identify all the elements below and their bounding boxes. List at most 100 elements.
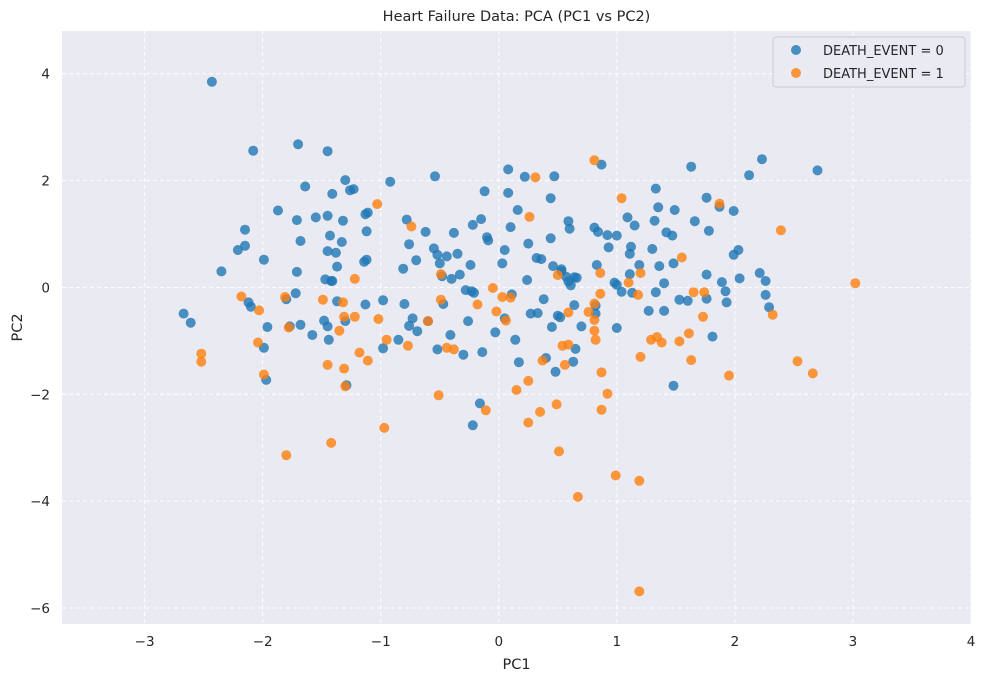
data-point-series-0 (420, 226, 431, 237)
data-point-series-1 (595, 268, 606, 278)
data-point-series-0 (360, 299, 371, 310)
data-point-series-0 (378, 343, 389, 354)
data-point-series-0 (659, 278, 670, 289)
data-point-series-0 (513, 357, 524, 368)
x-tick-label: −3 (135, 634, 155, 650)
data-point-series-0 (510, 334, 521, 345)
data-point-series-0 (682, 295, 693, 306)
data-point-series-0 (669, 205, 680, 215)
data-point-series-1 (500, 315, 511, 326)
data-point-series-1 (281, 450, 292, 461)
data-point-series-1 (523, 375, 534, 386)
data-point-series-1 (497, 292, 508, 302)
data-point-series-0 (569, 300, 580, 311)
data-point-series-0 (650, 183, 661, 194)
data-point-series-0 (571, 272, 582, 283)
data-point-series-1 (589, 325, 600, 336)
data-point-series-0 (248, 145, 259, 156)
data-point-series-1 (699, 287, 710, 298)
data-point-series-1 (583, 307, 594, 317)
data-point-series-0 (629, 220, 640, 231)
data-point-series-0 (497, 258, 508, 269)
data-point-series-1 (554, 446, 564, 457)
data-point-series-0 (412, 326, 423, 337)
data-point-series-1 (254, 305, 265, 316)
data-point-series-1 (480, 405, 491, 416)
data-point-series-1 (634, 586, 645, 597)
data-point-series-0 (686, 161, 697, 172)
data-point-series-0 (467, 420, 478, 431)
data-point-series-1 (253, 337, 263, 348)
data-point-series-0 (622, 212, 633, 223)
data-point-series-0 (764, 302, 775, 313)
y-tick-label: 2 (41, 174, 50, 190)
data-point-series-0 (446, 273, 457, 284)
data-point-series-0 (674, 294, 685, 305)
data-point-series-0 (476, 214, 487, 225)
data-point-series-0 (258, 254, 269, 265)
data-point-series-0 (479, 186, 490, 197)
data-point-series-0 (707, 331, 718, 342)
data-point-series-0 (432, 344, 443, 355)
data-point-series-0 (293, 139, 304, 150)
data-point-series-0 (668, 258, 679, 269)
data-point-series-0 (760, 276, 771, 286)
data-point-series-1 (511, 385, 522, 395)
data-point-series-1 (362, 355, 373, 366)
data-point-series-0 (434, 258, 445, 269)
data-point-series-0 (432, 249, 443, 260)
data-point-series-0 (703, 225, 714, 236)
data-point-series-0 (300, 181, 311, 192)
data-point-series-1 (435, 269, 446, 280)
data-point-series-1 (487, 283, 498, 293)
data-point-series-1 (433, 390, 444, 401)
data-point-series-1 (340, 381, 351, 392)
data-point-series-1 (602, 388, 613, 399)
data-point-series-1 (349, 311, 360, 322)
data-point-series-0 (624, 248, 635, 259)
data-point-series-0 (454, 269, 465, 280)
data-point-series-1 (792, 356, 803, 367)
data-point-series-1 (317, 294, 328, 305)
data-point-series-0 (549, 171, 560, 182)
data-point-series-0 (568, 356, 579, 367)
data-point-series-0 (545, 193, 556, 204)
data-point-series-0 (322, 321, 333, 332)
data-point-series-0 (649, 215, 660, 226)
data-point-series-0 (290, 288, 301, 299)
x-tick-label: −1 (371, 634, 391, 650)
data-point-series-0 (336, 237, 347, 247)
data-point-series-0 (467, 219, 478, 230)
legend: DEATH_EVENT = 0 DEATH_EVENT = 1 (772, 36, 966, 88)
data-point-series-0 (469, 287, 479, 298)
data-point-series-1 (807, 368, 818, 379)
data-point-series-0 (322, 146, 333, 157)
data-point-series-0 (643, 305, 654, 316)
data-point-series-0 (503, 164, 514, 175)
data-point-series-0 (512, 205, 523, 215)
data-point-series-0 (307, 330, 318, 340)
data-point-series-0 (602, 230, 613, 241)
data-point-series-1 (563, 307, 574, 318)
data-point-series-0 (654, 261, 665, 272)
data-point-series-0 (721, 297, 732, 308)
data-point-series-0 (720, 286, 731, 297)
data-point-series-0 (378, 295, 389, 306)
data-point-series-1 (724, 370, 734, 381)
data-point-series-0 (477, 347, 488, 358)
data-point-series-0 (245, 301, 256, 312)
data-point-series-0 (555, 312, 566, 323)
data-point-series-1 (635, 351, 646, 362)
data-point-series-1 (236, 291, 247, 302)
data-point-series-0 (624, 269, 635, 280)
data-point-series-0 (532, 308, 543, 319)
data-point-series-0 (505, 222, 516, 233)
data-point-series-1 (354, 347, 365, 358)
data-point-series-0 (499, 245, 510, 255)
data-point-series-1 (616, 193, 627, 204)
data-point-series-0 (545, 233, 556, 244)
data-point-series-0 (411, 255, 422, 266)
data-point-series-0 (404, 239, 415, 250)
data-point-series-0 (550, 366, 561, 377)
data-point-series-1 (339, 311, 350, 322)
